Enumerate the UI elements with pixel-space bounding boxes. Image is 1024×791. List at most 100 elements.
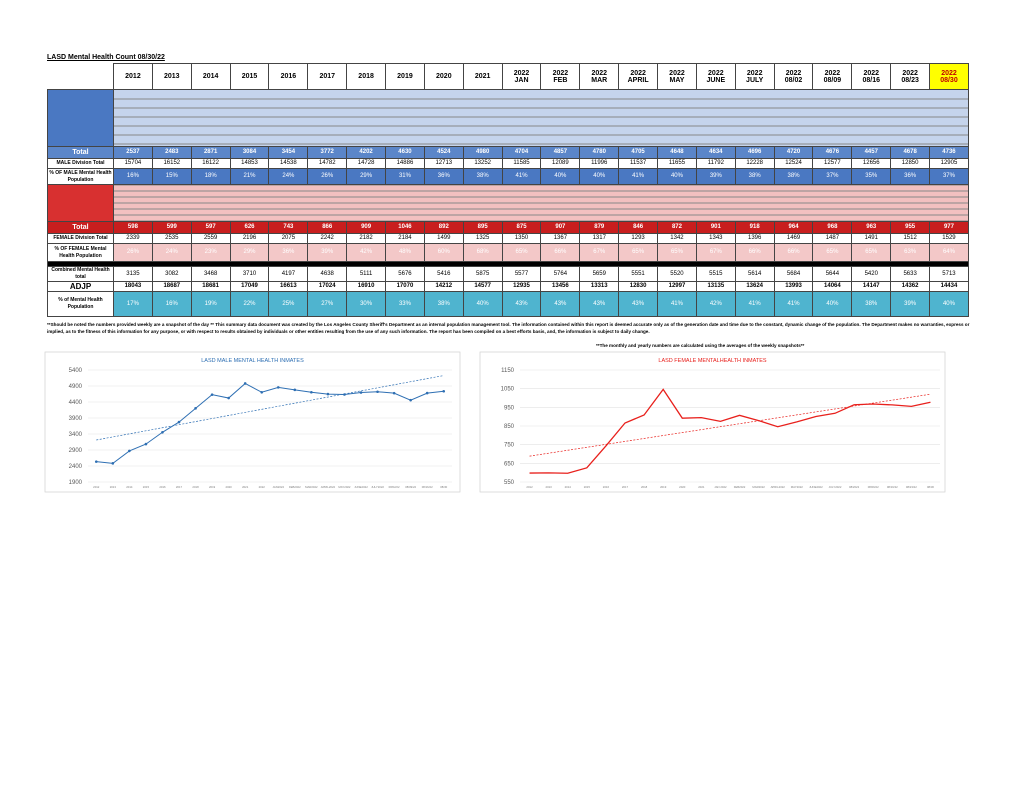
corner — [47, 63, 114, 90]
table-cell: 68% — [462, 243, 503, 262]
table-cell: 36% — [890, 168, 931, 185]
table-cell: 4678 — [890, 146, 931, 159]
x-tick-label: JUNE2022 — [809, 485, 823, 489]
x-tick-label: 2014 — [126, 485, 133, 489]
side-label-cell: FEMALE — [47, 184, 114, 222]
page-title: LASD Mental Health Count 08/30/22 — [47, 54, 165, 61]
column-sub: JUNE — [706, 76, 726, 84]
data-point — [359, 391, 363, 394]
table-cell: 65% — [657, 243, 697, 262]
table-row: ADJP 18043 18687 18681 17049 16613 17024 16910 1… — [47, 281, 969, 292]
x-tick-label: APRIL2022 — [321, 485, 336, 489]
x-tick-label: 2018 — [641, 485, 648, 489]
column-year: 2022 — [824, 69, 841, 77]
table-cell: 872 — [657, 221, 697, 234]
chart-title: LASD FEMALE MENTALHEALTH INMATES — [658, 358, 767, 364]
column-header: 2013 — [151, 63, 192, 90]
y-tick-label: 2400 — [69, 464, 83, 470]
x-tick-label: 2012 — [93, 485, 100, 489]
column-year: 2022 — [669, 69, 685, 77]
x-tick-label: 2020 — [226, 485, 233, 489]
row-label: Total — [47, 146, 114, 159]
column-header: 2014 — [190, 63, 231, 90]
data-point — [111, 462, 115, 465]
table-cell: 41% — [734, 291, 775, 317]
x-tick-label: 2021 — [698, 485, 705, 489]
column-year: 2022 — [863, 69, 880, 77]
x-tick-label: 2019 — [209, 485, 216, 489]
column-year: 2022 — [591, 69, 608, 77]
table-cell: 5551 — [618, 266, 659, 282]
table-cell: 60% — [423, 243, 464, 262]
column-year: 2018 — [358, 73, 374, 80]
table-cell: 39% — [890, 291, 931, 317]
y-tick-label: 2900 — [69, 448, 83, 454]
column-year: 2013 — [164, 73, 180, 80]
table-cell: 5764 — [540, 266, 581, 282]
table-cell: 17% — [113, 291, 153, 317]
column-year: 2015 — [241, 73, 258, 80]
table-cell: 48% — [385, 243, 425, 262]
table-cell: 43% — [618, 291, 659, 317]
table-cell: 4736 — [929, 146, 969, 159]
column-year: 2021 — [474, 73, 491, 80]
data-point — [243, 382, 247, 385]
column-sub: 08/16 — [862, 76, 881, 84]
table-cell: 43% — [501, 291, 542, 317]
table-cell: 43% — [579, 291, 620, 317]
table-cell: 22% — [229, 291, 270, 317]
x-tick-label: 2013 — [110, 485, 117, 489]
table-cell: 909 — [346, 221, 387, 234]
table-cell: 4676 — [812, 146, 853, 159]
table-cell: 2483 — [151, 146, 192, 159]
y-tick-label: 5400 — [69, 368, 83, 374]
column-year: 2019 — [397, 73, 413, 80]
data-line — [96, 382, 444, 464]
column-header: 2022 08/02 — [773, 63, 814, 90]
column-header: 2022 APRIL — [618, 63, 659, 90]
data-point — [376, 390, 379, 394]
table-cell: 963 — [851, 221, 892, 234]
table-cell: 2871 — [190, 146, 231, 159]
data-point — [293, 388, 297, 392]
y-tick-label: 4900 — [69, 384, 83, 390]
data-point — [94, 460, 98, 463]
table-cell: 23% — [190, 243, 231, 262]
column-sub: 08/30 — [940, 76, 958, 84]
table-cell: 918 — [734, 221, 775, 234]
column-year: 2022 — [708, 69, 724, 77]
table-cell: 40% — [540, 168, 581, 185]
column-header: 2018 — [346, 63, 387, 90]
x-tick-label: 2017 — [176, 485, 183, 489]
table-cell: 64% — [929, 243, 969, 262]
row-label: Combined Mental Health total — [47, 266, 114, 282]
column-sub: FEB — [553, 76, 568, 84]
x-tick-label: 08/16/22 — [887, 485, 898, 489]
x-tick-label: 2016 — [603, 485, 610, 489]
y-tick-label: 4400 — [69, 400, 83, 406]
chart-frame — [44, 351, 461, 493]
x-tick-label: FEB2022 — [734, 485, 746, 489]
x-tick-label: 08/30 — [927, 485, 934, 489]
x-tick-label: 2015 — [143, 485, 150, 489]
column-year: 2022 — [630, 69, 646, 77]
column-year: 2020 — [436, 73, 452, 80]
table-row: % OF MALE Mental Health Population 16% 15%… — [47, 168, 969, 185]
data-point — [276, 386, 280, 389]
table-cell: 4524 — [423, 146, 464, 159]
table-cell: 40% — [929, 291, 969, 317]
table-cell: 4720 — [773, 146, 814, 159]
table-cell: 4638 — [307, 266, 348, 282]
column-header: 2022 MAR — [579, 63, 620, 90]
table-cell: 41% — [657, 291, 697, 317]
x-tick-label: 08/09/22 — [405, 485, 416, 489]
column-sub: 08/02 — [784, 76, 803, 84]
x-tick-label: MAY2022 — [791, 485, 804, 489]
trendline — [96, 375, 444, 441]
x-tick-label: JAN2022 — [273, 485, 285, 489]
table-cell: 41% — [773, 291, 814, 317]
x-tick-label: JULY2022 — [371, 485, 384, 489]
x-tick-label: 2022 — [259, 485, 266, 489]
data-point — [425, 391, 429, 395]
table-cell: 38% — [423, 291, 464, 317]
